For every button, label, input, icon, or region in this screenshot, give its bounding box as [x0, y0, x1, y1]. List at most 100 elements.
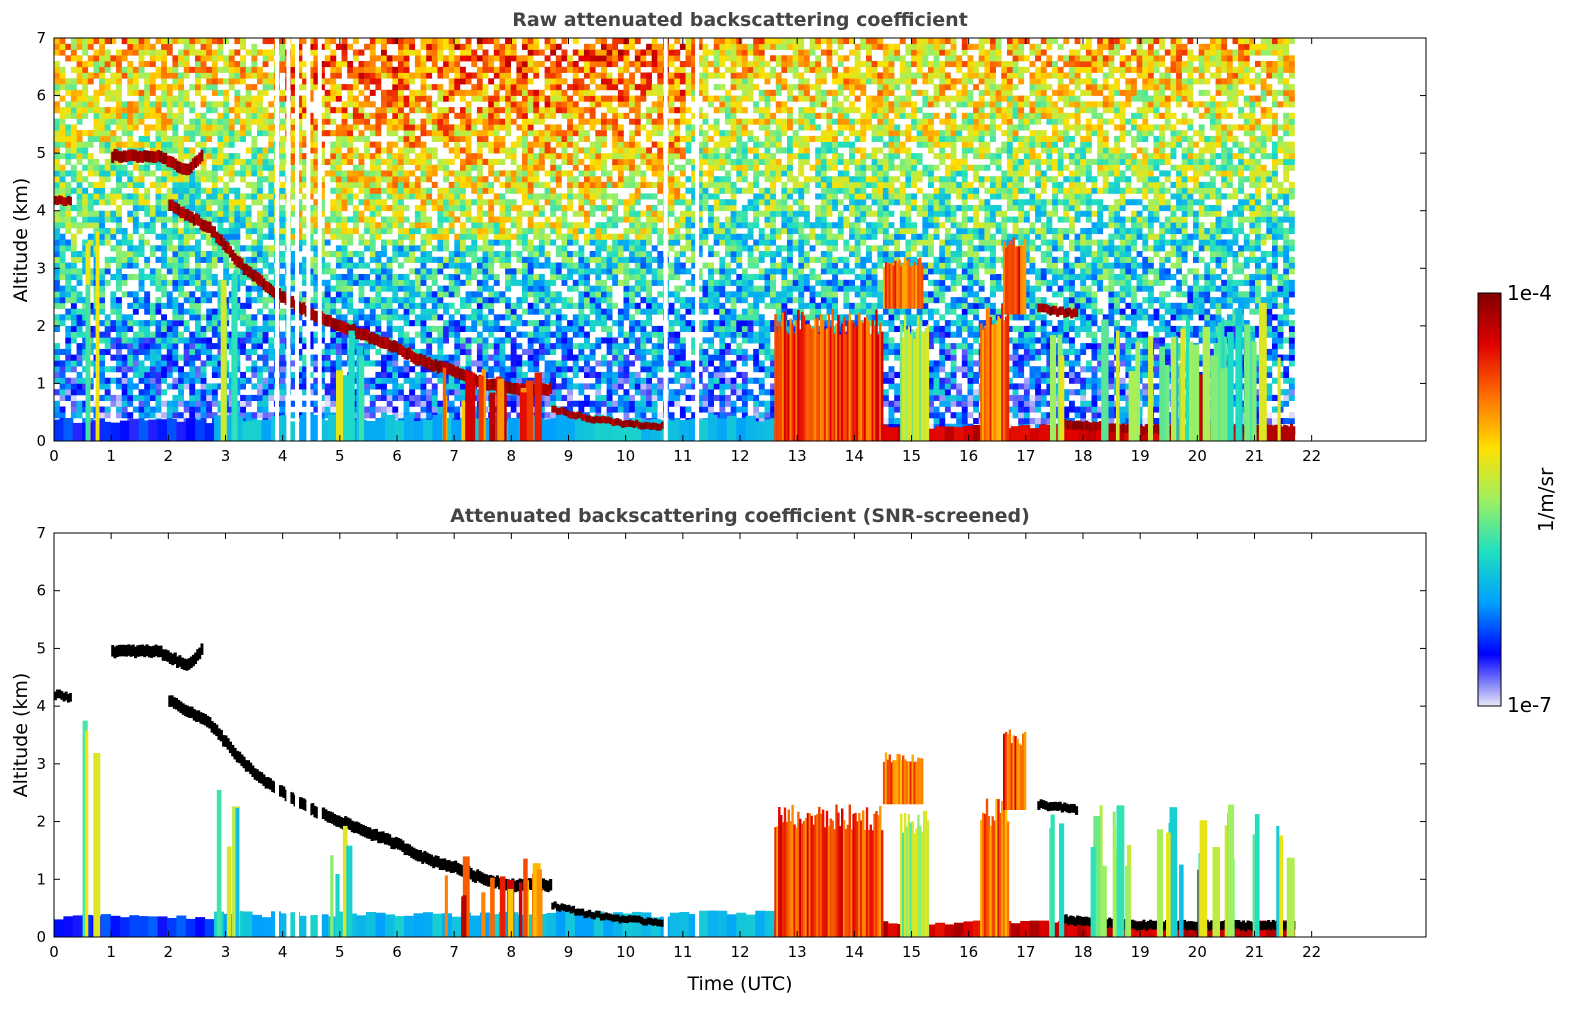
noise-cell: [358, 308, 365, 315]
noise-cell: [522, 297, 528, 304]
noise-cell: [381, 158, 387, 165]
noise-cell: [296, 325, 303, 332]
noise-cell: [217, 78, 224, 85]
noise-cell: [166, 95, 173, 102]
noise-cell: [369, 314, 376, 321]
noise-cell: [206, 118, 213, 125]
noise-cell: [59, 95, 66, 102]
noise-cell: [279, 256, 286, 263]
noise-cell: [206, 337, 213, 344]
noise-cell: [262, 222, 269, 229]
noise-cell: [59, 360, 66, 367]
noise-cell: [420, 389, 427, 396]
noise-cell: [70, 101, 77, 108]
noise-cell: [426, 55, 433, 62]
noise-cell: [443, 187, 449, 194]
noise-cell: [324, 354, 331, 361]
noise-cell: [392, 412, 399, 419]
noise-cell: [420, 256, 427, 263]
noise-cell: [555, 245, 562, 252]
noise-cell: [195, 297, 201, 304]
noise-cell: [116, 297, 122, 304]
noise-cell: [144, 400, 151, 407]
noise-cell: [189, 308, 196, 315]
noise-cell: [319, 371, 325, 378]
noise-cell: [533, 72, 540, 79]
noise-cell: [550, 107, 557, 114]
noise-cell: [138, 400, 145, 407]
noise-cell: [127, 360, 134, 367]
noise-cell: [262, 262, 269, 269]
noise-cell: [460, 256, 466, 263]
noise-cell: [189, 187, 196, 194]
noise-cell: [431, 233, 438, 240]
noise-cell: [324, 302, 331, 309]
noise-cell: [116, 268, 122, 275]
noise-cell: [290, 176, 297, 183]
noise-cell: [499, 66, 506, 73]
noise-cell: [505, 170, 511, 177]
noise-cell: [516, 320, 523, 327]
noise-cell: [460, 348, 466, 355]
noise-cell: [211, 210, 218, 217]
noise-cell: [510, 371, 517, 378]
noise-cell: [217, 343, 224, 350]
noise-cell: [161, 233, 167, 240]
noise-cell: [364, 72, 370, 79]
noise-cell: [290, 147, 297, 154]
noise-cell: [431, 55, 438, 62]
noise-cell: [499, 366, 506, 373]
noise-cell: [59, 216, 66, 223]
noise-cell: [178, 389, 184, 396]
noise-cell: [234, 112, 241, 119]
noise-cell: [555, 314, 562, 321]
noise-cell: [59, 406, 66, 413]
noise-cell: [516, 400, 523, 407]
noise-cell: [375, 262, 382, 269]
noise-cell: [335, 228, 342, 235]
noise-cell: [178, 320, 184, 327]
noise-cell: [572, 72, 579, 79]
noise-cell: [70, 406, 77, 413]
noise-cell: [121, 337, 128, 344]
noise-cell: [538, 49, 545, 56]
noise-cell: [409, 72, 416, 79]
noise-cell: [245, 285, 252, 292]
noise-cell: [561, 314, 568, 321]
noise-cell: [319, 124, 325, 131]
noise-cell: [144, 406, 151, 413]
noise-cell: [561, 112, 568, 119]
noise-cell: [364, 222, 370, 229]
noise-cell: [206, 199, 213, 206]
noise-cell: [268, 193, 275, 200]
noise-cell: [448, 49, 455, 56]
noise-cell: [149, 147, 156, 154]
noise-cell: [87, 170, 94, 177]
noise-cell: [567, 193, 573, 200]
noise-cell: [183, 268, 190, 275]
noise-cell: [93, 72, 100, 79]
noise-cell: [54, 343, 60, 350]
noise-cell: [335, 130, 342, 137]
noise-cell: [330, 308, 337, 315]
noise-cell: [121, 314, 128, 321]
noise-cell: [369, 308, 376, 315]
noise-cell: [183, 187, 190, 194]
noise-cell: [454, 135, 461, 142]
noise-cell: [279, 360, 286, 367]
noise-cell: [307, 112, 314, 119]
noise-cell: [116, 354, 122, 361]
noise-cell: [437, 49, 444, 56]
noise-cell: [516, 343, 523, 350]
noise-cell: [476, 205, 483, 212]
noise-cell: [369, 181, 376, 188]
noise-cell: [99, 406, 105, 413]
noise-cell: [386, 262, 393, 269]
noise-cell: [217, 251, 224, 258]
noise-cell: [257, 124, 263, 131]
noise-cell: [262, 302, 269, 309]
noise-cell: [493, 251, 500, 258]
noise-cell: [510, 337, 517, 344]
noise-cell: [200, 216, 207, 223]
noise-cell: [381, 377, 387, 384]
